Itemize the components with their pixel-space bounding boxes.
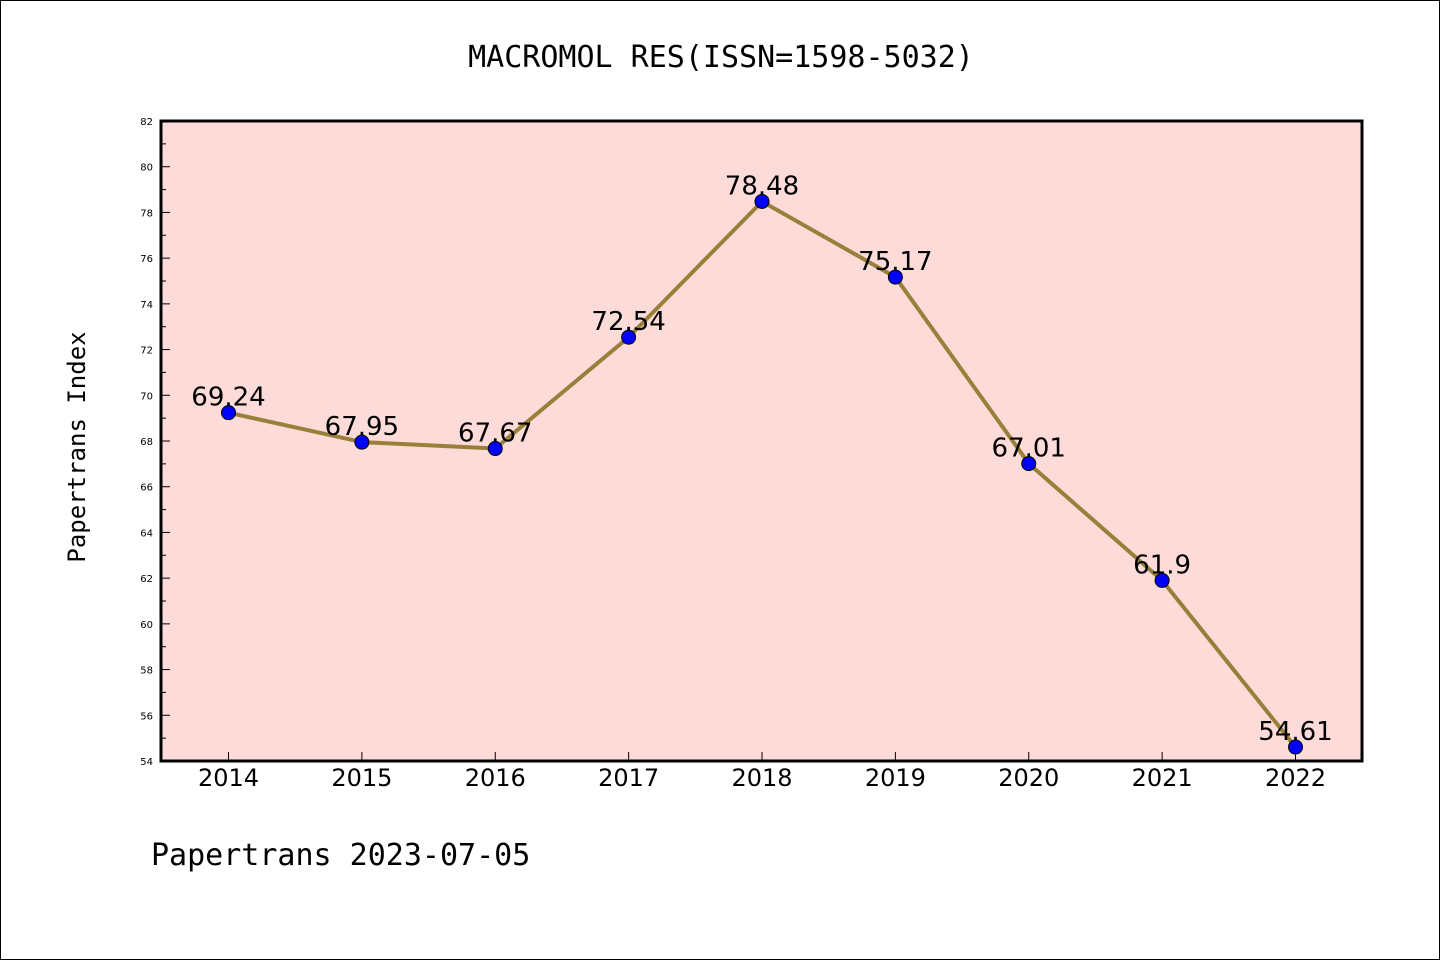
y-tick-label: 72 bbox=[140, 346, 153, 357]
y-tick-label: 70 bbox=[140, 391, 153, 402]
data-point-label: 69.24 bbox=[191, 383, 265, 413]
data-point-label: 67.01 bbox=[992, 434, 1066, 464]
y-axis-label: Papertrans Index bbox=[63, 331, 91, 562]
y-tick-label: 78 bbox=[140, 208, 153, 219]
data-markers bbox=[221, 193, 1303, 755]
x-tick-label: 2014 bbox=[198, 764, 259, 792]
data-point-label: 67.95 bbox=[325, 412, 399, 442]
data-point-marker bbox=[754, 193, 770, 209]
y-tick-label: 74 bbox=[140, 300, 153, 311]
data-point-label: 54.61 bbox=[1258, 717, 1332, 747]
data-point-label: 75.17 bbox=[858, 247, 932, 277]
y-tick-label: 60 bbox=[140, 620, 153, 631]
data-labels: 69.24 67.95 67.67 72.54 78.48 75.17 67.01 61.9 5… bbox=[191, 171, 1332, 747]
data-point-marker bbox=[354, 434, 370, 450]
footer-text: Papertrans 2023-07-05 bbox=[151, 838, 530, 873]
y-tick-label: 66 bbox=[140, 483, 153, 494]
data-point-label: 61.9 bbox=[1133, 550, 1191, 580]
data-point-marker bbox=[221, 405, 236, 421]
x-tick-label: 2021 bbox=[1132, 764, 1193, 792]
data-point-marker bbox=[1288, 739, 1303, 755]
y-tick-label: 68 bbox=[140, 437, 153, 448]
chart-title: MACROMOL RES(ISSN=1598-5032) bbox=[468, 40, 974, 75]
x-tick-label: 2018 bbox=[731, 764, 792, 792]
y-tick-label: 76 bbox=[140, 254, 153, 265]
x-axis-ticks: 2014 2015 2016 2017 2018 2019 2020 2021 2022 bbox=[198, 752, 1326, 792]
data-point-label: 72.54 bbox=[591, 307, 665, 337]
data-point-label: 78.48 bbox=[725, 171, 799, 201]
y-tick-label: 64 bbox=[140, 528, 153, 539]
data-point-marker bbox=[487, 441, 503, 457]
plot-border bbox=[159, 119, 1364, 763]
data-point-marker bbox=[887, 269, 903, 285]
data-point-label: 67.67 bbox=[458, 419, 532, 449]
x-tick-label: 2022 bbox=[1265, 764, 1326, 792]
y-tick-label: 82 bbox=[140, 117, 153, 128]
y-tick-label: 80 bbox=[140, 163, 153, 174]
y-tick-label: 58 bbox=[140, 666, 153, 677]
data-point-marker bbox=[1021, 456, 1037, 472]
x-tick-label: 2020 bbox=[998, 764, 1059, 792]
data-point-marker bbox=[1154, 572, 1170, 588]
y-tick-label: 54 bbox=[140, 757, 153, 768]
x-tick-label: 2016 bbox=[465, 764, 526, 792]
y-tick-label: 56 bbox=[140, 711, 153, 722]
x-tick-label: 2019 bbox=[865, 764, 926, 792]
x-tick-label: 2015 bbox=[331, 764, 392, 792]
data-point-marker bbox=[621, 329, 637, 345]
x-tick-label: 2017 bbox=[598, 764, 659, 792]
y-tick-label: 62 bbox=[140, 574, 153, 585]
